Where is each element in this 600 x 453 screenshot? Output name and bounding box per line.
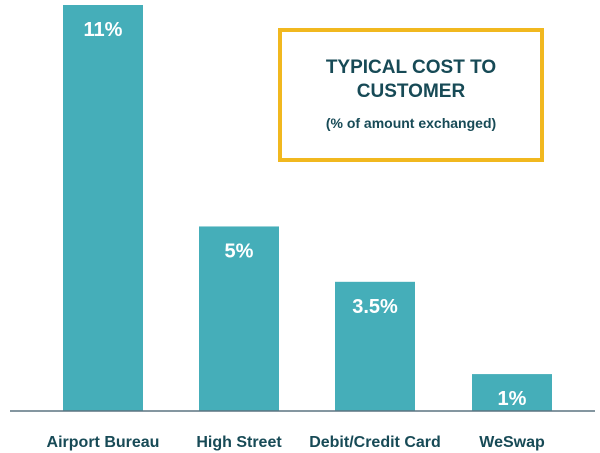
category-label-3: WeSwap [479, 434, 545, 451]
category-labels: Airport Bureau High Street Debit/Credit Ca… [47, 434, 545, 451]
category-label-2: Debit/Credit Card [309, 434, 441, 451]
title-box: TYPICAL COST TO CUSTOMER (% of amount ex… [278, 28, 544, 162]
bar-value-label-3: 1% [498, 388, 527, 410]
bar-1 [199, 226, 279, 411]
bar-value-label-1: 5% [225, 240, 254, 262]
bar-3 [472, 374, 552, 411]
bar-0 [63, 5, 143, 411]
chart-title-line-2: CUSTOMER [357, 81, 466, 102]
category-label-1: High Street [196, 434, 282, 451]
bars-layer: 11% 5% 3.5% 1% [63, 5, 552, 411]
bar-value-label-0: 11% [84, 19, 123, 41]
category-label-0: Airport Bureau [47, 434, 160, 451]
title-box-border [278, 28, 544, 162]
bar-value-label-2: 3.5% [352, 296, 398, 318]
chart-title-line-1: TYPICAL COST TO [326, 57, 496, 78]
bar-2 [335, 281, 415, 411]
chart-subtitle: (% of amount exchanged) [326, 115, 496, 131]
